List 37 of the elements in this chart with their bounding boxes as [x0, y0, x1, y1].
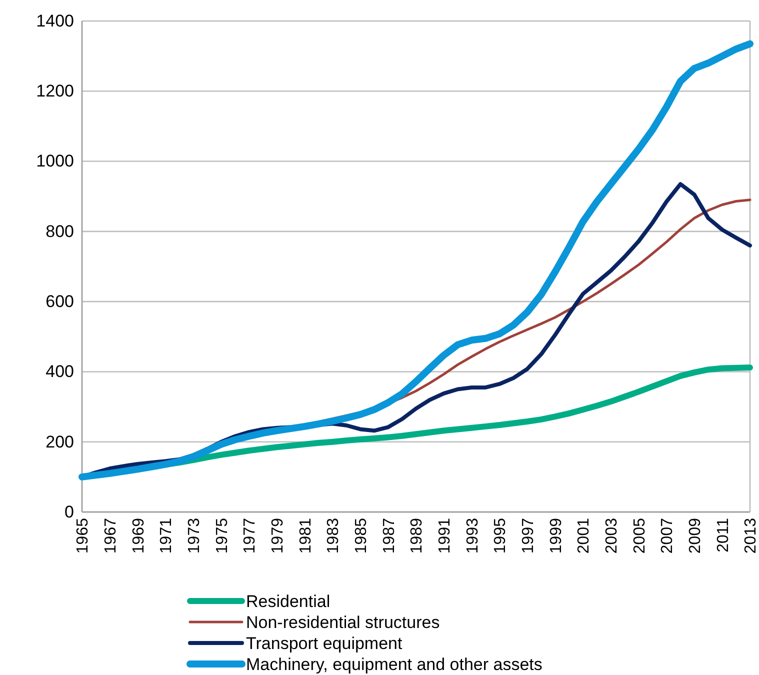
x-tick-label: 1991 [436, 518, 454, 554]
x-tick-label: 1993 [464, 518, 482, 554]
legend-label: Residential [246, 592, 330, 611]
x-tick-label: 2003 [603, 518, 620, 554]
x-tick-label: 2007 [659, 518, 676, 554]
y-tick-label: 1200 [36, 82, 74, 101]
y-tick-label: 600 [46, 292, 74, 312]
x-tick-label: 2005 [631, 518, 648, 554]
x-tick-label: 1969 [130, 518, 148, 554]
x-tick-label: 1989 [408, 518, 426, 554]
y-tick-label: 400 [46, 362, 74, 382]
x-tick-label: 1967 [102, 518, 120, 554]
x-tick-label: 1973 [186, 518, 203, 554]
y-tick-label: 800 [46, 222, 74, 241]
x-tick-label: 1997 [520, 518, 537, 554]
x-tick-label: 2001 [576, 518, 593, 554]
x-tick-label: 1995 [492, 518, 510, 554]
x-tick-label: 1987 [380, 518, 398, 554]
legend-label: Non-residential structures [246, 613, 440, 632]
x-tick-label: 1965 [74, 518, 92, 554]
y-tick-label: 1000 [36, 152, 74, 171]
x-tick-label: 1981 [297, 518, 314, 554]
x-tick-label: 2009 [686, 518, 704, 554]
y-tick-label: 200 [46, 432, 74, 452]
y-tick-label: 1400 [36, 11, 74, 30]
x-tick-label: 1985 [352, 518, 370, 554]
legend-label: Transport equipment [246, 634, 403, 653]
x-tick-label: 2013 [742, 518, 759, 554]
x-tick-label: 1983 [325, 518, 342, 554]
x-tick-label: 1975 [214, 518, 231, 554]
y-tick-label: 0 [64, 502, 74, 522]
x-tick-label: 2011 [714, 518, 732, 552]
x-tick-label: 1971 [158, 518, 176, 554]
x-tick-label: 1977 [242, 518, 259, 554]
x-tick-label: 1979 [269, 518, 286, 554]
legend-label: Machinery, equipment and other assets [246, 655, 542, 674]
x-tick-label: 1999 [548, 518, 565, 554]
